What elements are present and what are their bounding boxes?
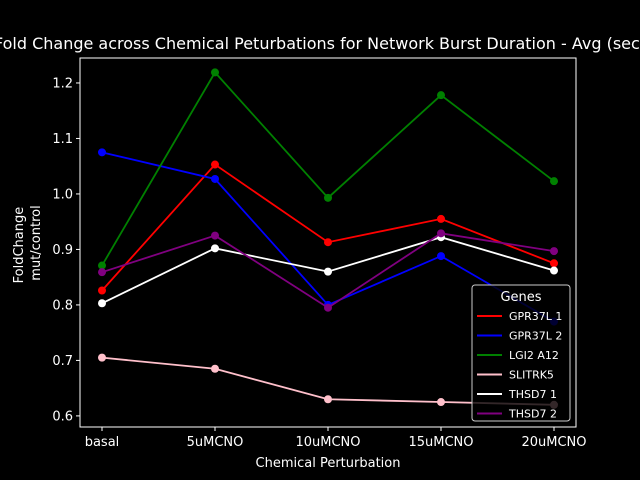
data-point [437,91,445,100]
y-axis-label: FoldChange mut/control [12,203,44,284]
data-point [437,229,445,238]
chart-title: Fold Change across Chemical Peturbations… [0,34,640,53]
series-thsd7-2 [98,229,558,312]
series-gpr37l-1 [98,160,558,295]
data-point [324,193,332,202]
data-point [98,299,106,308]
data-point [437,252,445,261]
legend-label: THSD7 2 [508,408,557,421]
x-tick-label: 5uMCNO [187,435,244,450]
data-point [437,398,445,407]
legend-items: GPR37L 1 GPR37L 2 LGI2 A12 SLITRK5 THSD7 1 TH… [477,310,562,421]
data-point [211,160,219,169]
legend-box [471,284,571,422]
y-tick-label: 0.7 [52,354,73,369]
legend-title: Genes [500,290,541,305]
data-point [437,214,445,223]
data-point [98,268,106,277]
legend: Genes GPR37L 1 GPR37L 2 LGI2 A12 SLITRK5 THS… [471,284,571,422]
series-lgi2-a12 [98,68,558,270]
y-tick-label: 0.8 [52,298,73,313]
legend-label: GPR37L 2 [509,330,562,343]
legend-label: LGI2 A12 [509,349,559,362]
data-point [211,174,219,183]
legend-label: GPR37L 1 [509,310,562,323]
data-point [550,266,558,275]
legend-label: THSD7 1 [508,388,557,401]
data-point [324,267,332,276]
x-tick-label: basal [85,435,120,450]
data-point [98,353,106,362]
data-point [550,259,558,268]
x-axis-label: Chemical Perturbation [256,456,401,471]
legend-label: SLITRK5 [509,369,554,382]
x-tick-label: 20uMCNO [521,435,586,450]
data-point [98,148,106,157]
y-tick-label: 0.6 [52,409,73,424]
series-layer [98,68,558,409]
y-tick-label: 1.1 [52,132,73,147]
y-axis-label-line-1: FoldChange [12,207,27,284]
y-tick-label: 1.0 [52,187,73,202]
data-point [324,303,332,312]
x-tick-label: 10uMCNO [295,435,360,450]
data-point [211,244,219,253]
y-tick-label: 1.2 [52,76,73,91]
x-tick-label: 15uMCNO [408,435,473,450]
data-point [550,177,558,186]
data-point [211,364,219,373]
data-point [98,286,106,295]
y-axis-label-line-2: mut/control [29,205,44,280]
x-axis: basal 5uMCNO 10uMCNO 15uMCNO 20uMCNO [85,427,587,450]
data-point [324,238,332,247]
y-tick-label: 0.9 [52,243,73,258]
data-point [98,261,106,270]
y-axis: 0.6 0.7 0.8 0.9 1.0 1.1 1.2 [52,76,80,424]
data-point [324,395,332,404]
data-point [211,68,219,77]
data-point [211,231,219,240]
data-point [550,247,558,256]
